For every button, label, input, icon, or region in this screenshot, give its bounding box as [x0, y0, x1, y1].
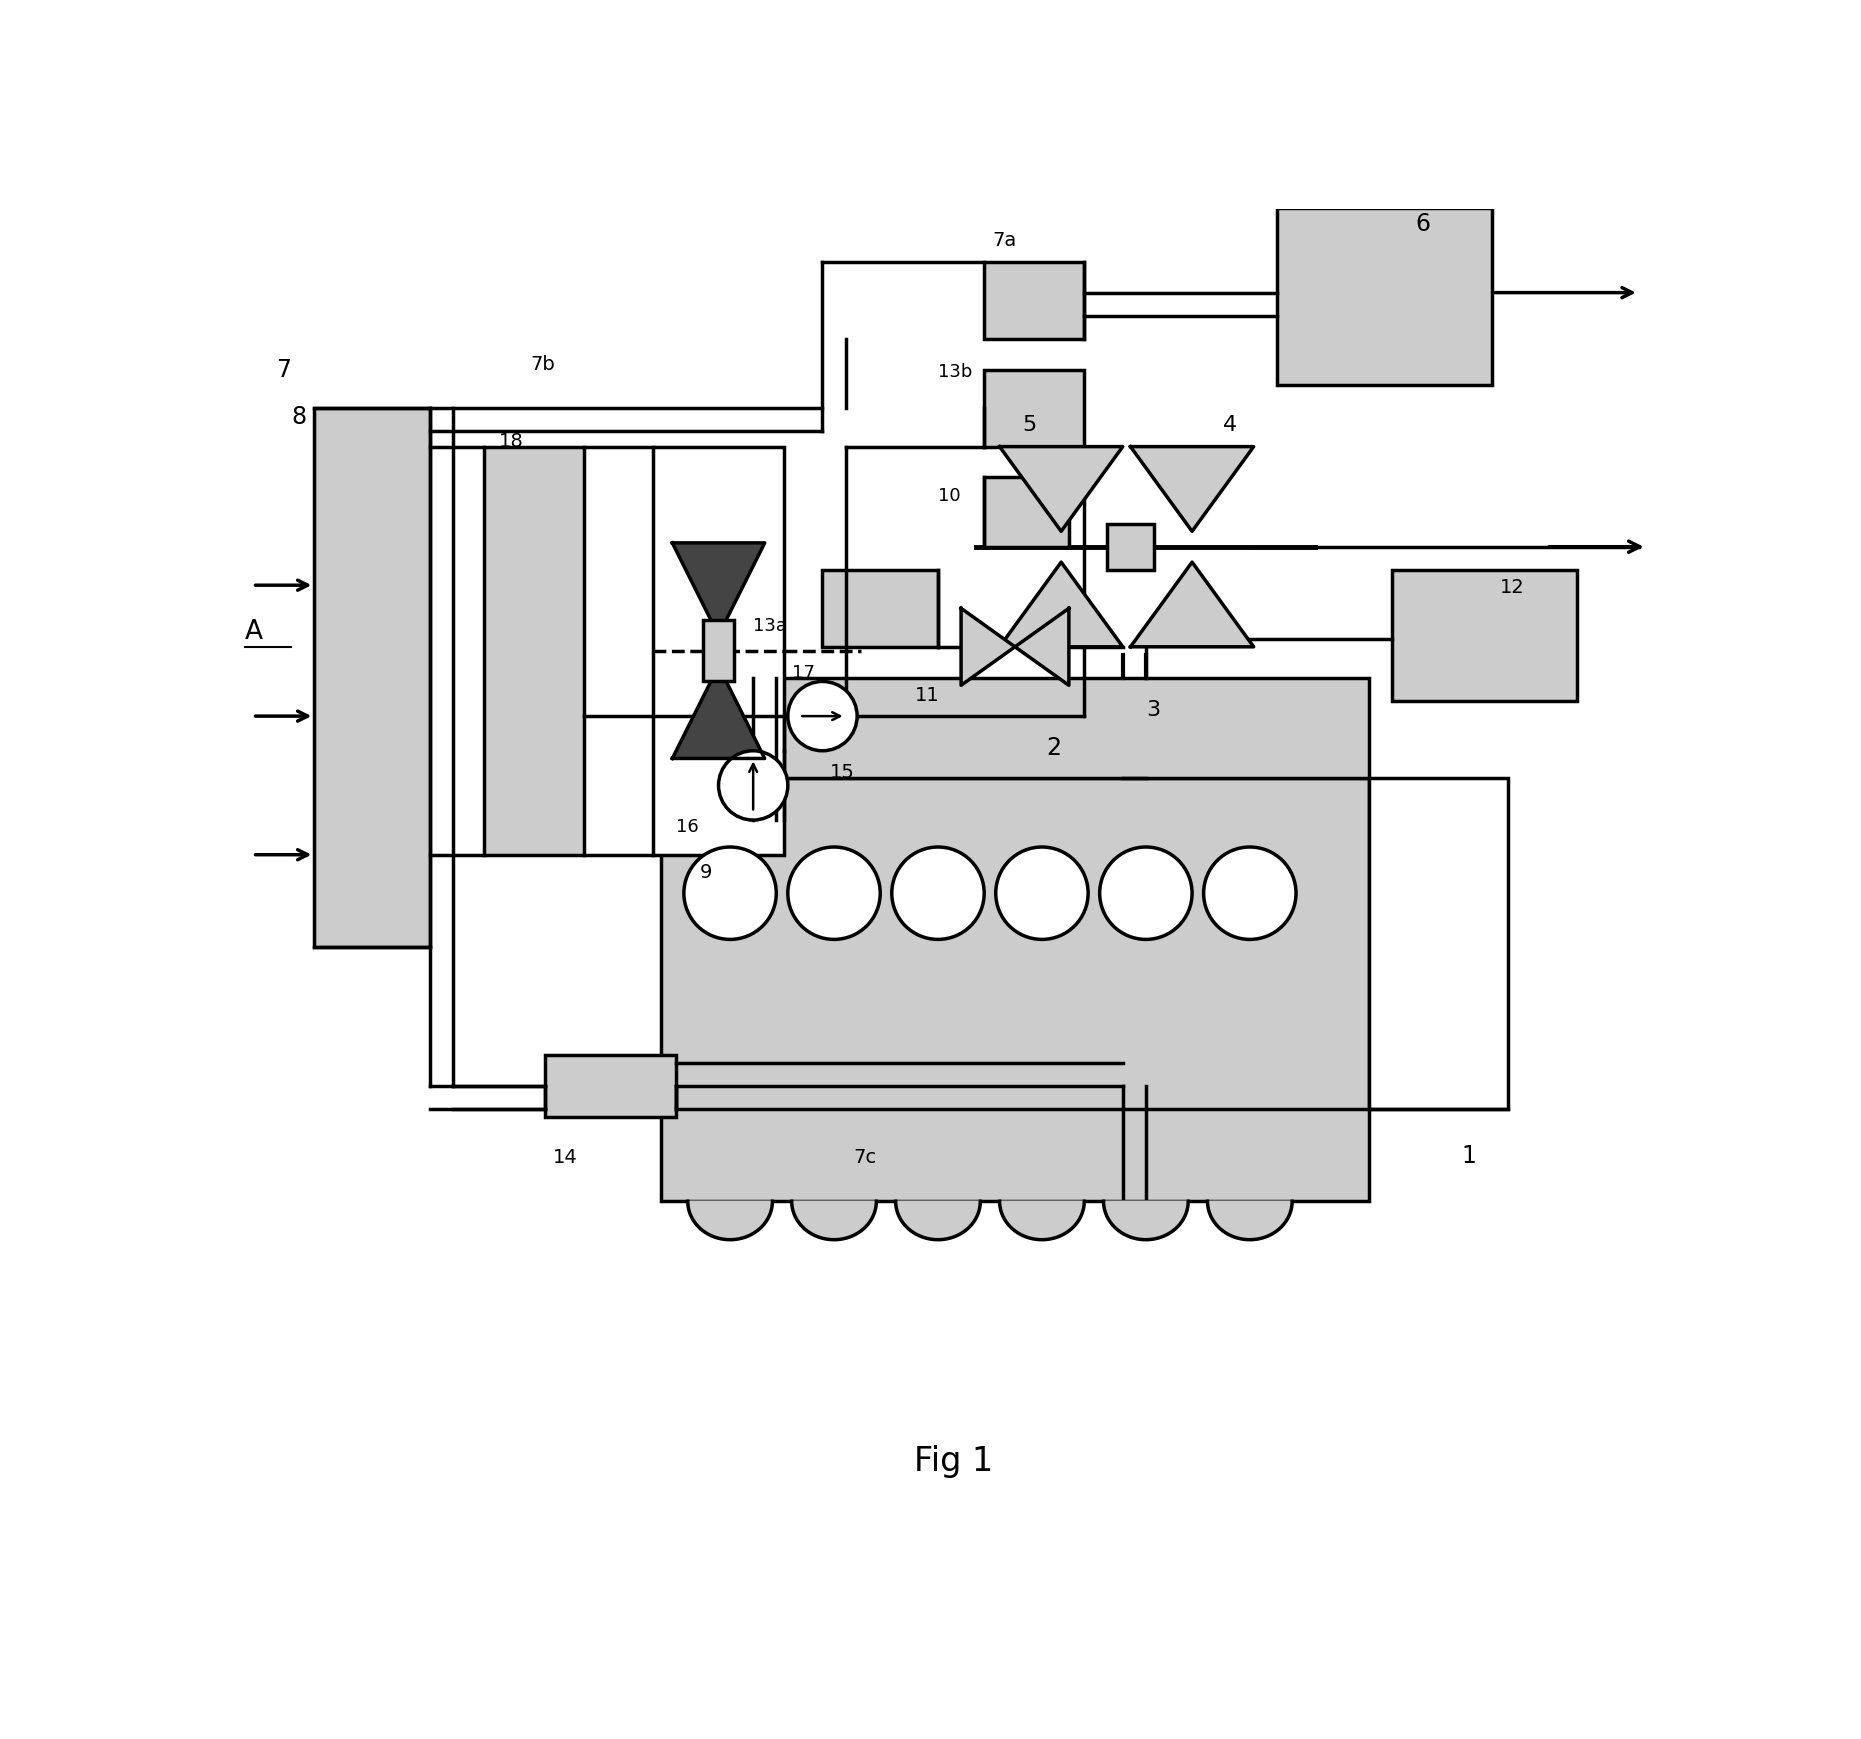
Text: A: A	[246, 619, 262, 645]
Text: 8: 8	[290, 405, 307, 428]
Text: 11: 11	[916, 685, 940, 704]
Bar	[545, 1056, 676, 1116]
Text: 10: 10	[938, 487, 960, 504]
Polygon shape	[1130, 447, 1254, 532]
Circle shape	[683, 847, 776, 939]
Bar	[1370, 777, 1507, 1109]
Polygon shape	[791, 1202, 877, 1240]
Text: 4: 4	[1223, 416, 1238, 435]
Circle shape	[787, 682, 858, 751]
Polygon shape	[1130, 562, 1254, 647]
Bar	[984, 370, 1085, 447]
Bar	[484, 447, 584, 854]
Text: 2: 2	[1046, 736, 1061, 760]
Text: 15: 15	[830, 763, 854, 783]
Polygon shape	[672, 543, 765, 635]
Bar	[984, 478, 1068, 546]
Text: 13b: 13b	[938, 363, 971, 381]
Circle shape	[996, 847, 1089, 939]
Bar	[661, 678, 1370, 777]
Text: 3: 3	[1146, 701, 1159, 720]
Polygon shape	[895, 1202, 981, 1240]
Text: Fig 1: Fig 1	[914, 1445, 994, 1478]
Polygon shape	[1208, 1202, 1292, 1240]
Polygon shape	[672, 666, 765, 758]
Text: 13a: 13a	[754, 617, 787, 635]
Circle shape	[718, 751, 787, 821]
Text: 5: 5	[1024, 416, 1037, 435]
Polygon shape	[999, 562, 1122, 647]
Text: 17: 17	[791, 664, 815, 682]
Circle shape	[1204, 847, 1295, 939]
Text: 12: 12	[1500, 577, 1524, 596]
Polygon shape	[999, 447, 1122, 532]
Text: 18: 18	[499, 431, 523, 450]
Text: 7c: 7c	[854, 1148, 877, 1167]
Text: 6: 6	[1416, 212, 1431, 237]
Text: 16: 16	[676, 817, 700, 836]
Polygon shape	[689, 1202, 772, 1240]
Polygon shape	[960, 609, 1014, 685]
Text: 14: 14	[553, 1148, 577, 1167]
Bar	[984, 263, 1085, 339]
Bar	[1392, 570, 1576, 701]
Polygon shape	[999, 1202, 1085, 1240]
Text: 1: 1	[1461, 1144, 1476, 1167]
Text: 7a: 7a	[992, 231, 1016, 250]
Polygon shape	[1014, 609, 1068, 685]
Bar	[1107, 523, 1154, 570]
Text: 9: 9	[700, 863, 711, 882]
Text: 7b: 7b	[530, 355, 555, 374]
Circle shape	[891, 847, 984, 939]
Bar	[315, 409, 430, 948]
Text: 7: 7	[275, 358, 290, 383]
Bar	[653, 447, 783, 854]
Bar	[823, 570, 938, 647]
Bar	[703, 619, 733, 682]
Bar	[661, 777, 1370, 1202]
Circle shape	[787, 847, 880, 939]
Bar	[1277, 209, 1493, 384]
Polygon shape	[1104, 1202, 1187, 1240]
Circle shape	[1100, 847, 1193, 939]
